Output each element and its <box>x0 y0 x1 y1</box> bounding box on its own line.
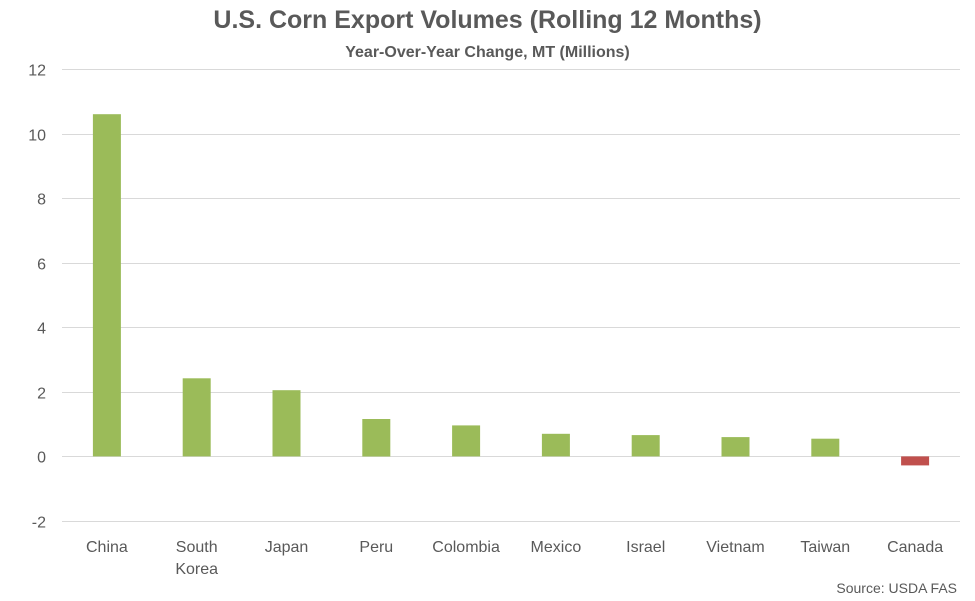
bar-peru <box>362 419 391 457</box>
x-tick-label: Israel <box>626 539 665 556</box>
bar-colombia <box>452 425 481 457</box>
bar-china <box>92 114 121 457</box>
x-tick-label: South Korea <box>175 539 218 578</box>
bar-canada <box>901 456 930 466</box>
x-tick-label: Japan <box>265 539 309 556</box>
x-axis-tick-labels: China South Korea Japan Peru Colombia Mexico Is… <box>86 539 943 578</box>
y-tick-label: 4 <box>37 321 46 338</box>
x-tick-label-line: China <box>86 539 128 556</box>
y-tick-label: 12 <box>28 63 46 80</box>
bar-israel <box>631 435 660 457</box>
x-tick-label-line: Israel <box>626 539 665 556</box>
x-tick-label-line: Japan <box>265 539 309 556</box>
y-tick-label: 0 <box>37 450 46 467</box>
x-tick-label: China <box>86 539 128 556</box>
y-tick-label: -2 <box>32 515 46 532</box>
source-note: Source: USDA FAS <box>836 580 957 596</box>
chart-subtitle: Year-Over-Year Change, MT (Millions) <box>345 44 630 61</box>
x-tick-label-line: Mexico <box>531 539 582 556</box>
x-tick-label: Canada <box>887 539 943 556</box>
bar-south-korea <box>182 378 211 457</box>
x-tick-label: Taiwan <box>800 539 850 556</box>
x-tick-label-line: Canada <box>887 539 943 556</box>
y-axis-tick-labels: -2 0 2 4 6 8 10 12 <box>28 63 46 532</box>
y-tick-label: 6 <box>37 257 46 274</box>
x-tick-label-line: Korea <box>175 561 218 578</box>
y-tick-label: 10 <box>28 128 46 145</box>
chart-title: U.S. Corn Export Volumes (Rolling 12 Mon… <box>213 6 762 34</box>
gridlines <box>62 69 960 522</box>
x-tick-label-line: Peru <box>359 539 393 556</box>
x-tick-label-line: South <box>176 539 218 556</box>
bar-taiwan <box>811 438 840 457</box>
y-tick-label: 2 <box>37 386 46 403</box>
x-tick-label: Peru <box>359 539 393 556</box>
bar-mexico <box>541 433 570 457</box>
bar-japan <box>272 390 301 457</box>
bars <box>92 114 930 466</box>
x-tick-label: Colombia <box>432 539 500 556</box>
y-tick-label: 8 <box>37 192 46 209</box>
x-tick-label-line: Taiwan <box>800 539 850 556</box>
x-tick-label: Mexico <box>531 539 582 556</box>
x-tick-label-line: Colombia <box>432 539 500 556</box>
x-tick-label-line: Vietnam <box>706 539 764 556</box>
bar-vietnam <box>721 437 750 457</box>
x-tick-label: Vietnam <box>706 539 764 556</box>
